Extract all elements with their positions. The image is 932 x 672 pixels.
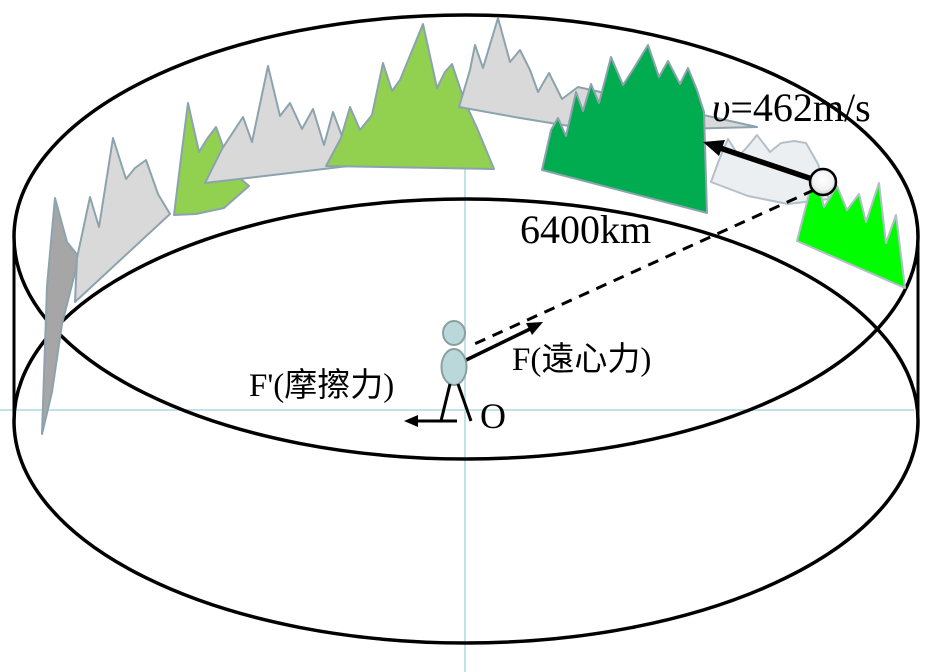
radius-label: 6400km bbox=[520, 207, 652, 252]
rim-ball bbox=[808, 167, 838, 197]
figure-body bbox=[440, 348, 468, 386]
velocity-arrowhead bbox=[703, 140, 725, 156]
centrifugal-force-arrow bbox=[461, 322, 543, 364]
radius-dashed-line bbox=[469, 188, 815, 348]
mountain-green-dark bbox=[541, 44, 708, 214]
mountain-gray-light-left bbox=[74, 137, 171, 303]
mountain-gray-dark-left bbox=[41, 197, 80, 435]
mountain-range bbox=[41, 17, 906, 435]
velocity-symbol: υ bbox=[712, 85, 731, 130]
friction-force-arrow bbox=[404, 415, 457, 427]
mountain-faint-back bbox=[710, 134, 830, 205]
centrifugal-force-label: F(遠心力) bbox=[512, 342, 652, 378]
friction-force-label: F'(摩擦力) bbox=[249, 368, 395, 404]
velocity-value: =462m/s bbox=[730, 85, 871, 130]
mountain-green-yellow-small bbox=[173, 102, 250, 216]
mountain-green-yellow-large bbox=[325, 23, 495, 170]
stick-figure bbox=[439, 320, 473, 422]
origin-label: O bbox=[480, 396, 506, 436]
figure-leg-left bbox=[439, 383, 452, 422]
centrifugal-arrowhead bbox=[526, 322, 543, 335]
figure-head bbox=[442, 320, 466, 346]
velocity-label: υ=462m/s bbox=[712, 88, 871, 128]
velocity-arrow bbox=[703, 140, 813, 182]
friction-arrowhead bbox=[404, 415, 418, 427]
figure-leg-right bbox=[456, 383, 473, 422]
